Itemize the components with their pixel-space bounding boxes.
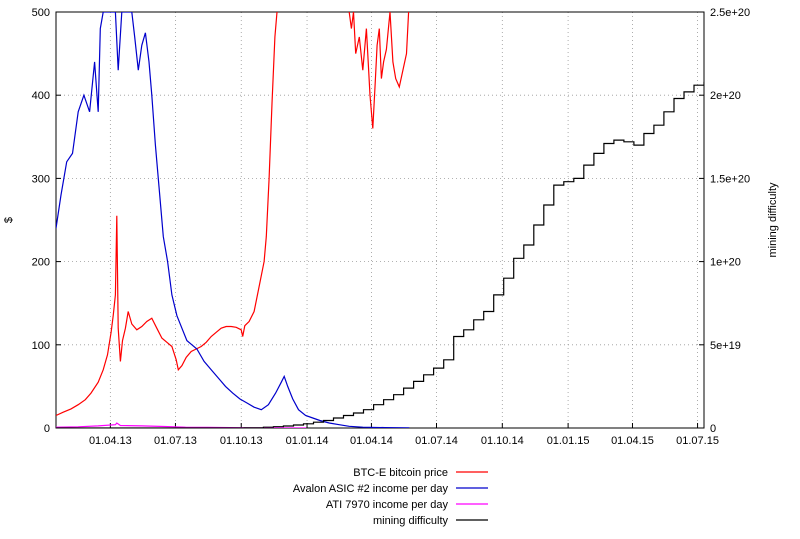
x-tick-label: 01.04.14: [350, 435, 393, 447]
y-axis-label: $: [3, 217, 15, 223]
legend-label: BTC-E bitcoin price: [353, 467, 448, 479]
y2-tick-label: 2.5e+20: [710, 7, 750, 19]
x-tick-label: 01.10.13: [220, 435, 263, 447]
plot-frame: [55, 11, 705, 429]
series-line: [56, 12, 410, 428]
x-tick-label: 01.07.15: [676, 435, 719, 447]
legend-label: ATI 7970 income per day: [326, 499, 449, 511]
series-line: [348, 12, 410, 129]
y-tick-label: 0: [44, 423, 50, 435]
y-tick-label: 400: [32, 90, 50, 102]
y2-axis-label: mining difficulty: [767, 182, 779, 257]
x-tick-label: 01.07.13: [154, 435, 197, 447]
x-tick-label: 01.04.15: [611, 435, 654, 447]
legend-label: Avalon ASIC #2 income per day: [293, 483, 449, 495]
y2-tick-label: 2e+20: [710, 90, 741, 102]
x-tick-label: 01.04.13: [89, 435, 132, 447]
y-tick-label: 100: [32, 340, 50, 352]
y2-tick-label: 5e+19: [710, 340, 741, 352]
x-tick-label: 01.01.14: [286, 435, 329, 447]
y-tick-label: 500: [32, 7, 50, 19]
y2-tick-label: 1e+20: [710, 257, 741, 269]
y-tick-label: 200: [32, 257, 50, 269]
x-tick-label: 01.10.14: [481, 435, 524, 447]
x-tick-label: 01.01.15: [547, 435, 590, 447]
x-tick-label: 01.07.14: [415, 435, 458, 447]
series-line: [56, 12, 278, 417]
y2-tick-label: 1.5e+20: [710, 173, 750, 185]
y2-tick-label: 0: [710, 423, 716, 435]
series-line: [56, 81, 704, 428]
legend-label: mining difficulty: [373, 515, 448, 527]
y-tick-label: 300: [32, 173, 50, 185]
